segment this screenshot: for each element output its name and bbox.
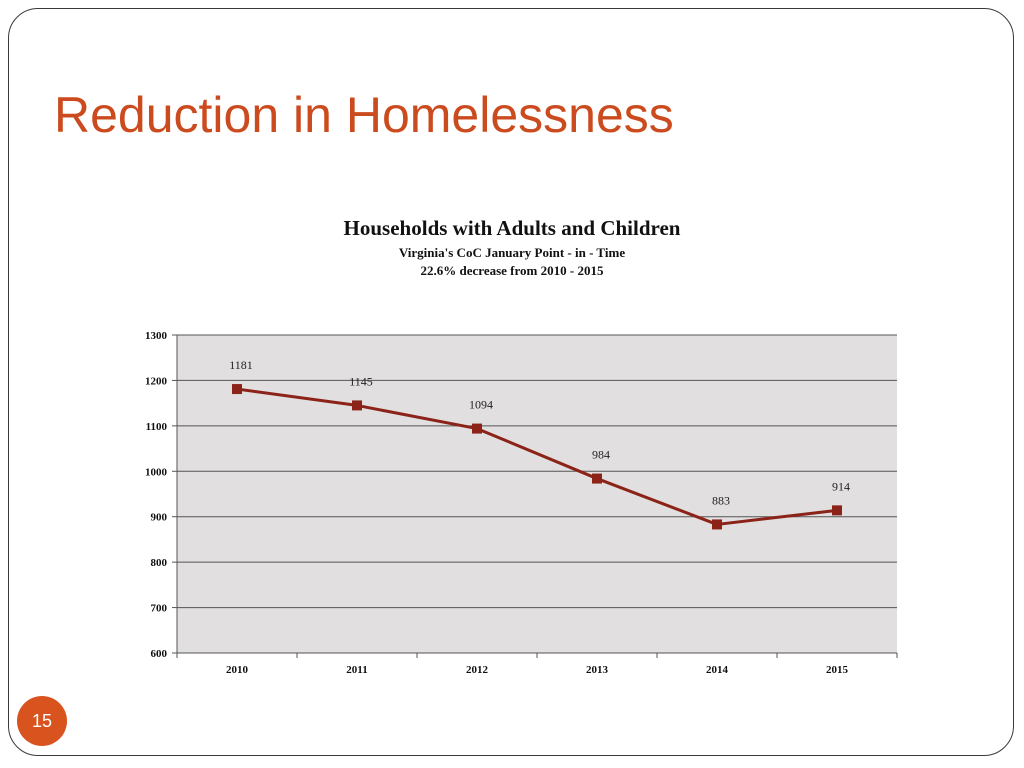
data-label-2011: 1145 — [349, 374, 373, 388]
chart-subtitle-line-2: 22.6% decrease from 2010 - 2015 — [420, 263, 604, 278]
x-tick-label-2014: 2014 — [706, 664, 729, 676]
x-tick-label-2013: 2013 — [586, 664, 609, 676]
data-point-2013 — [592, 473, 602, 484]
data-point-2014 — [712, 519, 722, 530]
y-tick-label-600: 600 — [151, 648, 168, 660]
data-point-2010 — [232, 384, 242, 395]
y-tick-label-1200: 1200 — [145, 375, 168, 387]
series-line — [236, 387, 838, 526]
x-tick-label-2015: 2015 — [826, 664, 849, 676]
chart-subtitle-line-1: Virginia's CoC January Point - in - Time — [398, 245, 626, 260]
x-tick-label-2011: 2011 — [346, 664, 367, 676]
y-tick-label-800: 800 — [151, 557, 168, 569]
data-label-2013: 984 — [592, 448, 610, 462]
page-number-badge: 15 — [17, 696, 67, 746]
y-tick-label-1300: 1300 — [145, 330, 168, 342]
data-label-2010: 1181 — [229, 358, 253, 372]
y-tick-label-900: 900 — [151, 512, 168, 524]
data-point-2012 — [472, 423, 482, 434]
data-label-2014: 883 — [712, 493, 730, 507]
y-tick-label-1000: 1000 — [145, 466, 168, 478]
data-label-2015: 914 — [832, 479, 850, 493]
plot-area — [177, 335, 897, 653]
y-tick-label-1100: 1100 — [146, 421, 168, 433]
data-point-2011 — [352, 400, 362, 411]
y-tick-label-700: 700 — [151, 603, 168, 615]
data-point-2015 — [832, 505, 842, 516]
data-label-2012: 1094 — [469, 398, 493, 412]
slide-title: Reduction in Homelessness — [54, 87, 674, 143]
x-tick-label-2010: 2010 — [226, 664, 249, 676]
x-tick-label-2012: 2012 — [466, 664, 489, 676]
chart-title: Households with Adults and Children — [343, 216, 681, 240]
